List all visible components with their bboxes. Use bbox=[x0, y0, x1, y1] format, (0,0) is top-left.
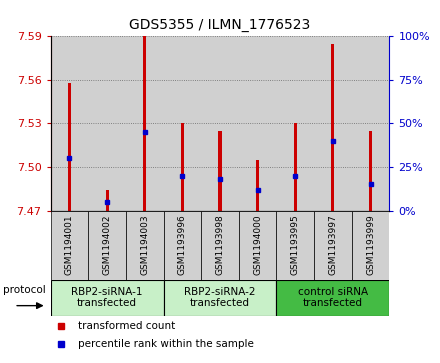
Bar bbox=[164, 280, 276, 316]
Bar bbox=[51, 211, 88, 280]
Text: GSM1193999: GSM1193999 bbox=[366, 215, 375, 276]
Bar bbox=[164, 36, 201, 211]
Bar bbox=[369, 131, 372, 211]
Text: protocol: protocol bbox=[3, 285, 45, 295]
Text: GSM1194003: GSM1194003 bbox=[140, 215, 149, 276]
Bar bbox=[352, 211, 389, 280]
Text: RBP2-siRNA-1
transfected: RBP2-siRNA-1 transfected bbox=[71, 287, 143, 309]
Title: GDS5355 / ILMN_1776523: GDS5355 / ILMN_1776523 bbox=[129, 19, 311, 33]
Bar bbox=[88, 211, 126, 280]
Bar bbox=[164, 211, 201, 280]
Bar bbox=[126, 36, 164, 211]
Bar bbox=[256, 160, 259, 211]
Bar bbox=[201, 211, 239, 280]
Bar bbox=[51, 280, 164, 316]
Bar bbox=[219, 131, 221, 211]
Text: percentile rank within the sample: percentile rank within the sample bbox=[78, 339, 253, 349]
Text: control siRNA
transfected: control siRNA transfected bbox=[298, 287, 368, 309]
Text: GSM1194001: GSM1194001 bbox=[65, 215, 74, 276]
Bar bbox=[126, 211, 164, 280]
Bar bbox=[51, 36, 88, 211]
Bar bbox=[88, 36, 126, 211]
Bar bbox=[106, 190, 109, 211]
Text: GSM1194000: GSM1194000 bbox=[253, 215, 262, 276]
Text: transformed count: transformed count bbox=[78, 321, 175, 331]
Text: GSM1193998: GSM1193998 bbox=[216, 215, 224, 276]
Bar bbox=[201, 36, 239, 211]
Bar bbox=[239, 211, 276, 280]
Bar bbox=[314, 36, 352, 211]
Text: RBP2-siRNA-2
transfected: RBP2-siRNA-2 transfected bbox=[184, 287, 256, 309]
Text: GSM1193996: GSM1193996 bbox=[178, 215, 187, 276]
Bar bbox=[276, 211, 314, 280]
Bar bbox=[352, 36, 389, 211]
Bar bbox=[181, 123, 184, 211]
Bar bbox=[276, 280, 389, 316]
Text: GSM1194002: GSM1194002 bbox=[103, 215, 112, 275]
Text: GSM1193997: GSM1193997 bbox=[328, 215, 337, 276]
Bar bbox=[314, 211, 352, 280]
Bar bbox=[143, 33, 146, 211]
Bar bbox=[294, 123, 297, 211]
Bar bbox=[331, 44, 334, 211]
Bar bbox=[239, 36, 276, 211]
Text: GSM1193995: GSM1193995 bbox=[291, 215, 300, 276]
Bar bbox=[276, 36, 314, 211]
Bar bbox=[68, 83, 71, 211]
